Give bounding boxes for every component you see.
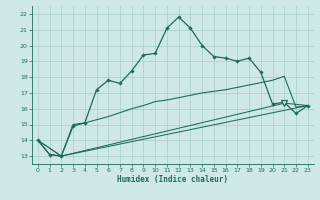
X-axis label: Humidex (Indice chaleur): Humidex (Indice chaleur) bbox=[117, 175, 228, 184]
